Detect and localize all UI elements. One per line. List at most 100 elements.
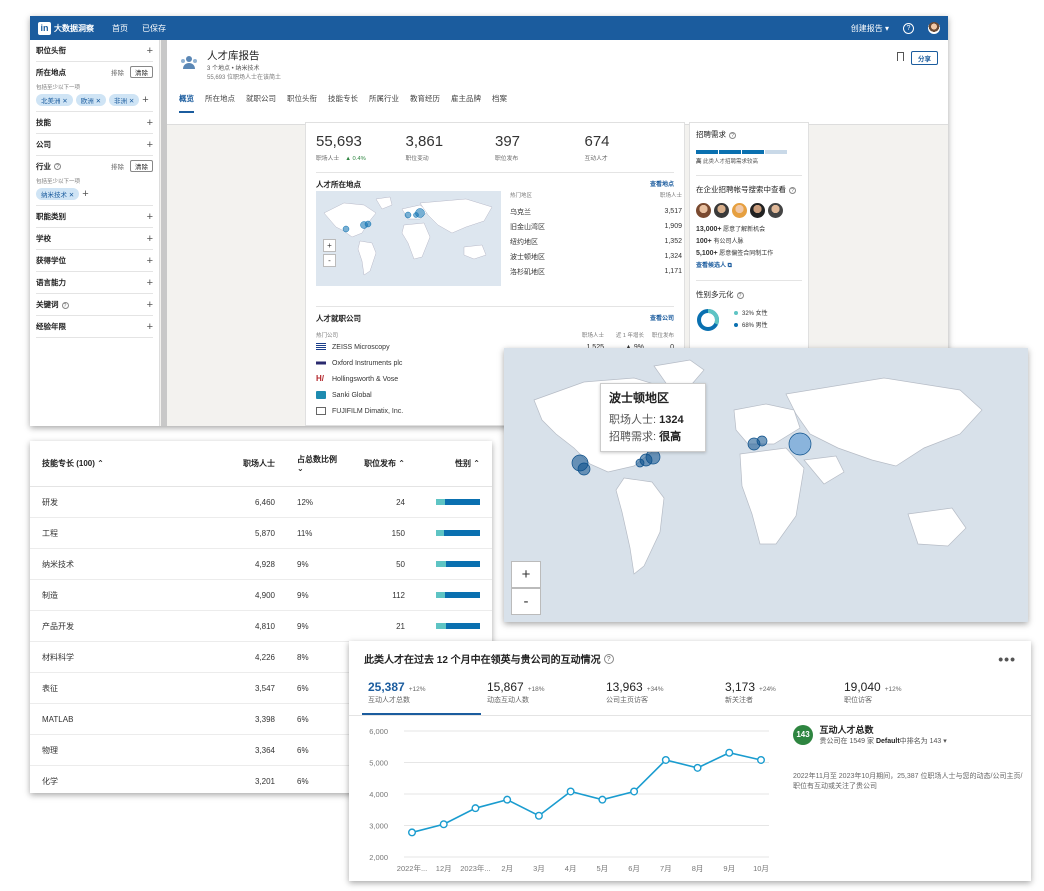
panel-header: 此类人才在过去 12 个月中在领英与贵公司的互动情况 ? ••• <box>349 641 1031 676</box>
rank-dropdown[interactable]: 中排名为 143 ▾ <box>899 738 947 745</box>
filter-experience[interactable]: 经验年限 + <box>36 316 153 338</box>
table-row[interactable]: 制造 4,900 9% 112 <box>30 580 492 611</box>
tab-title[interactable]: 职位头衔 <box>287 94 317 103</box>
stat-professionals[interactable]: 55,693 职场人士 ▲ 0.4% <box>316 133 366 162</box>
cell-name: MATLAB <box>42 714 74 724</box>
list-item[interactable]: 旧金山湾区 1,909 <box>510 223 682 231</box>
plus-icon[interactable]: + <box>146 276 153 289</box>
bookmark-icon[interactable] <box>897 52 904 61</box>
add-industry-icon[interactable]: + <box>82 188 89 200</box>
metric-followers[interactable]: 3,173 +24% 新关注者 <box>725 680 776 704</box>
mini-map[interactable]: + - <box>316 191 501 286</box>
metric-page-visitors[interactable]: 13,963 +34% 公司主页访客 <box>606 680 664 704</box>
chip-nanotech[interactable]: 纳米技术 ✕ <box>36 188 80 200</box>
stat-job-changes[interactable]: 3,861 职位变动 <box>405 133 444 162</box>
filter-keywords[interactable]: 关键词? + <box>36 294 153 316</box>
sort-gender[interactable]: 性别 ⌃ <box>455 459 480 468</box>
view-candidates-link[interactable]: 查看候选人 ⧉ <box>696 263 732 269</box>
tab-employer-brand[interactable]: 雇主品牌 <box>451 94 481 103</box>
cell-pct: 8% <box>297 652 309 662</box>
avatar[interactable] <box>928 22 940 34</box>
filter-school[interactable]: 学校 + <box>36 228 153 250</box>
list-item[interactable]: 乌克兰 3,517 <box>510 208 682 216</box>
company-row[interactable]: Sanki Global <box>316 387 674 403</box>
zoom-out-button[interactable]: - <box>323 254 336 267</box>
exclude-button[interactable]: 排除 <box>111 70 124 77</box>
plus-icon[interactable]: + <box>146 298 153 311</box>
help-icon[interactable]: ? <box>729 132 736 139</box>
clear-button[interactable]: 清除 <box>130 160 153 172</box>
zoom-in-button[interactable]: + <box>323 239 336 252</box>
filter-job-title[interactable]: 职位头衔 + <box>36 40 153 62</box>
add-location-icon[interactable]: + <box>142 94 149 106</box>
zoom-out-button[interactable]: - <box>511 588 541 615</box>
zoom-in-button[interactable]: + <box>511 561 541 588</box>
list-item[interactable]: 洛杉矶地区 1,171 <box>510 268 682 276</box>
list-item[interactable]: 波士顿地区 1,324 <box>510 253 682 261</box>
stat-job-posts[interactable]: 397 职位发布 <box>495 133 521 162</box>
tab-industry[interactable]: 所属行业 <box>369 94 399 103</box>
plus-icon[interactable]: + <box>146 320 153 333</box>
table-row[interactable]: 研发 6,460 12% 24 <box>30 487 492 518</box>
cell-name: 制造 <box>42 590 58 600</box>
plus-icon[interactable]: + <box>146 210 153 223</box>
logo[interactable]: in 大数据洞察 <box>38 21 94 35</box>
metric-job-visitors[interactable]: 19,040 +12% 职位访客 <box>844 680 902 704</box>
share-button[interactable]: 分享 <box>911 51 938 65</box>
tab-company[interactable]: 就职公司 <box>246 94 276 103</box>
more-options-icon[interactable]: ••• <box>998 650 1016 667</box>
plus-icon[interactable]: + <box>146 254 153 267</box>
x-tick-label: 2023年... <box>460 863 490 873</box>
tab-skills[interactable]: 技能专长 <box>328 94 358 103</box>
create-report-dropdown[interactable]: 创建报告 ▾ <box>850 23 889 33</box>
filter-language[interactable]: 语言能力 + <box>36 272 153 294</box>
table-row[interactable]: 纳米技术 4,928 9% 50 <box>30 549 492 580</box>
company-row[interactable]: Oxford Instruments plc <box>316 355 674 371</box>
table-row[interactable]: 产品开发 4,810 9% 21 <box>30 611 492 642</box>
metric-total[interactable]: 25,387 +12% 互动人才总数 <box>362 676 481 715</box>
list-item[interactable]: 纽约地区 1,352 <box>510 238 682 246</box>
help-icon[interactable]: ? <box>61 302 69 309</box>
chip-africa[interactable]: 非洲 ✕ <box>109 94 140 106</box>
company-row[interactable]: ZEISS Microscopy 1,525 ▲ 9% 0 <box>316 339 674 355</box>
world-map-panel[interactable]: 波士顿地区 职场人士: 1324 招聘需求: 很高 + - <box>504 348 1028 622</box>
view-locations-link[interactable]: 查看地点 <box>649 182 674 188</box>
table-row[interactable]: 工程 5,870 11% 150 <box>30 518 492 549</box>
chip-north-america[interactable]: 北美洲 ✕ <box>36 94 73 106</box>
help-icon[interactable]: ? <box>736 292 744 299</box>
sort-percent[interactable]: 占总数比例 ⌄ <box>297 454 337 473</box>
plus-icon[interactable]: + <box>146 44 153 57</box>
tab-location[interactable]: 所在地点 <box>205 94 235 103</box>
nav-saved[interactable]: 已保存 <box>142 23 166 33</box>
sort-skill[interactable]: 技能专长 (100) ⌃ <box>42 459 104 468</box>
filter-function[interactable]: 职能类别 + <box>36 206 153 228</box>
chip-europe[interactable]: 欧洲 ✕ <box>75 94 107 106</box>
stat-engaged-talent[interactable]: 674 互动人才 <box>584 133 610 162</box>
help-icon[interactable]: ? <box>54 162 61 170</box>
help-icon[interactable]: ? <box>789 187 796 194</box>
filter-company[interactable]: 公司 + <box>36 134 153 156</box>
help-icon[interactable]: ? <box>603 653 614 664</box>
filter-skills[interactable]: 技能 + <box>36 112 153 134</box>
data-point <box>693 763 702 772</box>
filter-degree[interactable]: 获得学位 + <box>36 250 153 272</box>
sidebar-scrollbar[interactable] <box>161 40 167 426</box>
nav-home[interactable]: 首页 <box>112 23 128 33</box>
plus-icon[interactable]: + <box>146 232 153 245</box>
plus-icon[interactable]: + <box>146 116 153 129</box>
metric-feed[interactable]: 15,867 +18% 动态互动人数 <box>487 680 545 704</box>
cell-jobs: 112 <box>392 590 405 600</box>
tab-overview[interactable]: 概览 <box>179 93 194 113</box>
tab-education[interactable]: 教育经历 <box>410 94 440 103</box>
clear-button[interactable]: 清除 <box>130 66 153 78</box>
exclude-button[interactable]: 排除 <box>111 164 124 171</box>
sort-jobs[interactable]: 职位发布 ⌃ <box>364 459 405 468</box>
company-row[interactable]: H/Hollingsworth & Vose <box>316 374 399 383</box>
plus-icon[interactable]: + <box>146 138 153 151</box>
view-companies-link[interactable]: 查看公司 <box>649 316 674 322</box>
tab-profiles[interactable]: 档案 <box>492 94 507 103</box>
company-row[interactable]: FUJIFILM Dimatix, Inc. <box>316 403 674 419</box>
report-header: 人才库报告 3 个地点 • 纳米技术 55,693 位职场人士在该简土 分享 概… <box>167 40 948 125</box>
help-icon[interactable]: ? <box>903 22 914 34</box>
candidate-avatars[interactable] <box>696 203 802 218</box>
